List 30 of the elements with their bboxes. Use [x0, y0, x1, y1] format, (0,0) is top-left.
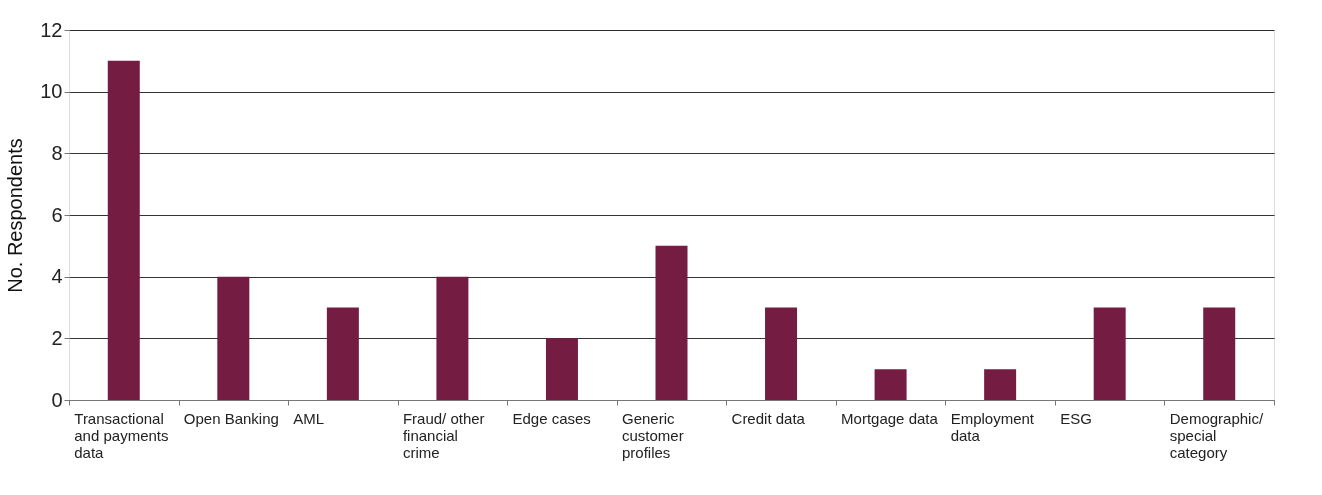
y-tick-label: 12	[40, 18, 63, 41]
bar	[107, 60, 140, 400]
y-tick-label: 2	[51, 326, 63, 349]
y-tick-label: 6	[51, 203, 63, 226]
y-tick-label: 8	[51, 141, 63, 164]
bar	[1203, 307, 1236, 400]
x-tick-label: Generic customer profiles	[622, 409, 684, 461]
y-tick-label: 4	[51, 265, 63, 288]
bar	[874, 369, 907, 400]
x-tick-label: Fraud/ other financial crime	[402, 409, 485, 461]
bar	[765, 307, 798, 400]
x-tick-label: Mortgage data	[841, 409, 939, 427]
x-tick-label: Demographic/ special category	[1169, 409, 1264, 461]
x-tick-label: Credit data	[731, 409, 806, 427]
y-tick-label: 10	[40, 80, 63, 103]
bar	[326, 307, 359, 400]
x-tick-label: Open Banking	[183, 409, 279, 427]
bar	[655, 245, 688, 400]
x-tick-label: Transactional and payments data	[74, 409, 169, 461]
y-tick-label: 0	[51, 388, 63, 411]
y-axis-title: No. Respondents	[4, 138, 27, 293]
bar	[545, 338, 578, 400]
bar	[217, 276, 250, 400]
x-tick-label: Edge cases	[512, 409, 591, 427]
x-tick-label: ESG	[1060, 409, 1092, 427]
bar	[984, 369, 1017, 400]
x-tick-label: AML	[293, 409, 325, 427]
bar	[436, 276, 469, 400]
x-tick-label: Employment data	[950, 409, 1035, 444]
bar	[1093, 307, 1126, 400]
